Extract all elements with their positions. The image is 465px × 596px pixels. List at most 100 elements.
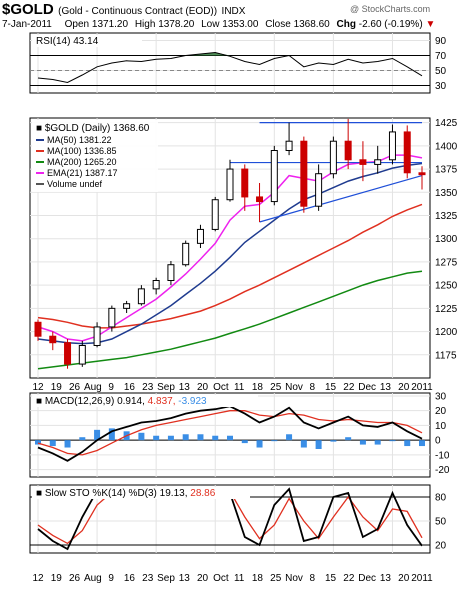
macd-tick-label: 10 [435, 421, 447, 432]
macd-histogram-bar [197, 434, 204, 441]
sto-x-tick-label: 15 [325, 573, 337, 584]
macd-label-part: 4.837, [145, 396, 176, 407]
symbol: $GOLD [2, 1, 54, 18]
macd-label-part: -3.923 [175, 396, 207, 407]
candle-body [182, 242, 190, 266]
price-x-tick-label: 11 [234, 382, 245, 393]
open-value: 1371.20 [91, 19, 129, 30]
rsi-tick-label: 90 [435, 36, 447, 47]
ma50-line [37, 162, 423, 345]
macd-label-part: ■ MACD(12,26,9) [36, 396, 114, 407]
candle-body [34, 321, 42, 337]
candle-body [137, 288, 145, 305]
candle-body [196, 228, 204, 244]
close-label: Close [265, 19, 291, 30]
candle-body [315, 173, 323, 207]
price-x-tick-label: Sep [157, 382, 175, 393]
macd-histogram-bar [167, 435, 174, 441]
candle-body [359, 159, 367, 165]
price-x-tick-label: Oct [213, 382, 229, 393]
price-x-tick-label: 20 [197, 382, 209, 393]
rsi-tick-label: 70 [435, 51, 447, 62]
candle-body [93, 326, 101, 346]
exchange: INDX [221, 6, 246, 17]
macd-histogram-bar [404, 440, 411, 447]
sto-x-tick-label: 12 [32, 573, 44, 584]
ma200-line [37, 270, 423, 370]
price-tick-label: 1250 [435, 281, 458, 292]
trendline [259, 174, 423, 223]
price-tick-label: 1400 [435, 141, 458, 152]
chg-value: -2.60 (-0.19%) [358, 19, 423, 30]
candle-body [300, 140, 308, 207]
price-tick-label: 1275 [435, 257, 458, 268]
macd-histogram-bar [330, 440, 337, 442]
price-x-tick-label: 15 [325, 382, 337, 393]
price-tick-label: 1200 [435, 327, 458, 338]
header-line-1: $GOLD (Gold - Continuous Contract (EOD))… [2, 1, 245, 19]
sto-x-tick-label: 26 [69, 573, 81, 584]
price-x-tick-label: 13 [380, 382, 392, 393]
price-tick-label: 1350 [435, 188, 458, 199]
sto-x-tick-label: Oct [213, 573, 229, 584]
price-x-tick-label: 16 [124, 382, 136, 393]
candle-body [329, 140, 337, 175]
macd-tick-label: 20 [435, 406, 447, 417]
down-arrow-icon: ▼ [425, 19, 436, 30]
sto-x-tick-label: 20 [398, 573, 410, 584]
macd-signal-line [37, 410, 423, 456]
price-x-tick-label: 13 [179, 382, 191, 393]
low-label: Low [201, 19, 220, 30]
ma100-line [37, 203, 423, 329]
macd-tick-label: 30 [435, 391, 447, 402]
rsi-line [37, 51, 423, 84]
legend-entry: MA(200) 1265.20 [47, 157, 117, 167]
candle-body [123, 303, 131, 309]
price-x-tick-label: 18 [252, 382, 264, 393]
sto-x-tick-label: 2011 [411, 573, 433, 584]
macd-histogram-bar [256, 440, 263, 448]
macd-label-part: 0.914, [114, 396, 145, 407]
macd-histogram-bar [286, 434, 293, 441]
price-x-tick-label: 23 [142, 382, 154, 393]
sto-tick-label: 50 [435, 517, 447, 528]
price-x-tick-label: Nov [285, 382, 303, 393]
macd-tick-label: 0 [435, 436, 441, 447]
sto-label: ■ Slow STO %K(14) %D(3) 19.13, 28.86 [36, 488, 216, 499]
macd-histogram-bar [35, 440, 41, 445]
rsi-label-bg [32, 35, 142, 47]
price-x-tick-label: 8 [310, 382, 316, 393]
header-line-2: 7-Jan-2011 Open 1371.20 High 1378.20 Low… [2, 19, 435, 30]
candle-body [256, 196, 264, 203]
price-x-tick-label: Dec [358, 382, 376, 393]
sto-x-tick-label: 9 [108, 573, 114, 584]
rsi-tick-label: 50 [435, 66, 447, 77]
candle-body [108, 307, 116, 328]
legend-entry: Volume undef [47, 179, 103, 189]
price-x-tick-label: 20 [398, 382, 410, 393]
sto-x-tick-label: 13 [380, 573, 392, 584]
macd-histogram-bar [359, 440, 366, 445]
price-x-tick-label: 12 [32, 382, 44, 393]
macd-histogram-bar [212, 435, 219, 441]
candle-body [270, 150, 278, 203]
sto-x-tick-label: 8 [310, 573, 316, 584]
watermark: @ StockCharts.com [350, 4, 431, 14]
candle-body [403, 131, 411, 174]
candle-body [226, 168, 234, 201]
sto-x-tick-label: 25 [270, 573, 282, 584]
sto-x-tick-label: 18 [252, 573, 264, 584]
low-value: 1353.00 [222, 19, 259, 30]
sto-x-tick-label: 22 [343, 573, 355, 584]
macd-tick-label: -20 [435, 465, 450, 476]
macd-histogram-bar [241, 440, 248, 444]
sto-x-tick-label: 16 [124, 573, 136, 584]
sto-label-part: ■ Slow STO %K(14) %D(3) [36, 488, 157, 499]
legend-entry: MA(50) 1381.22 [47, 135, 112, 145]
legend-entry: MA(100) 1336.85 [47, 146, 117, 156]
candle-body [374, 159, 382, 165]
candle-body [167, 264, 175, 282]
candle-body [78, 345, 86, 365]
price-x-tick-label: 25 [270, 382, 282, 393]
sto-x-tick-label: Dec [358, 573, 376, 584]
